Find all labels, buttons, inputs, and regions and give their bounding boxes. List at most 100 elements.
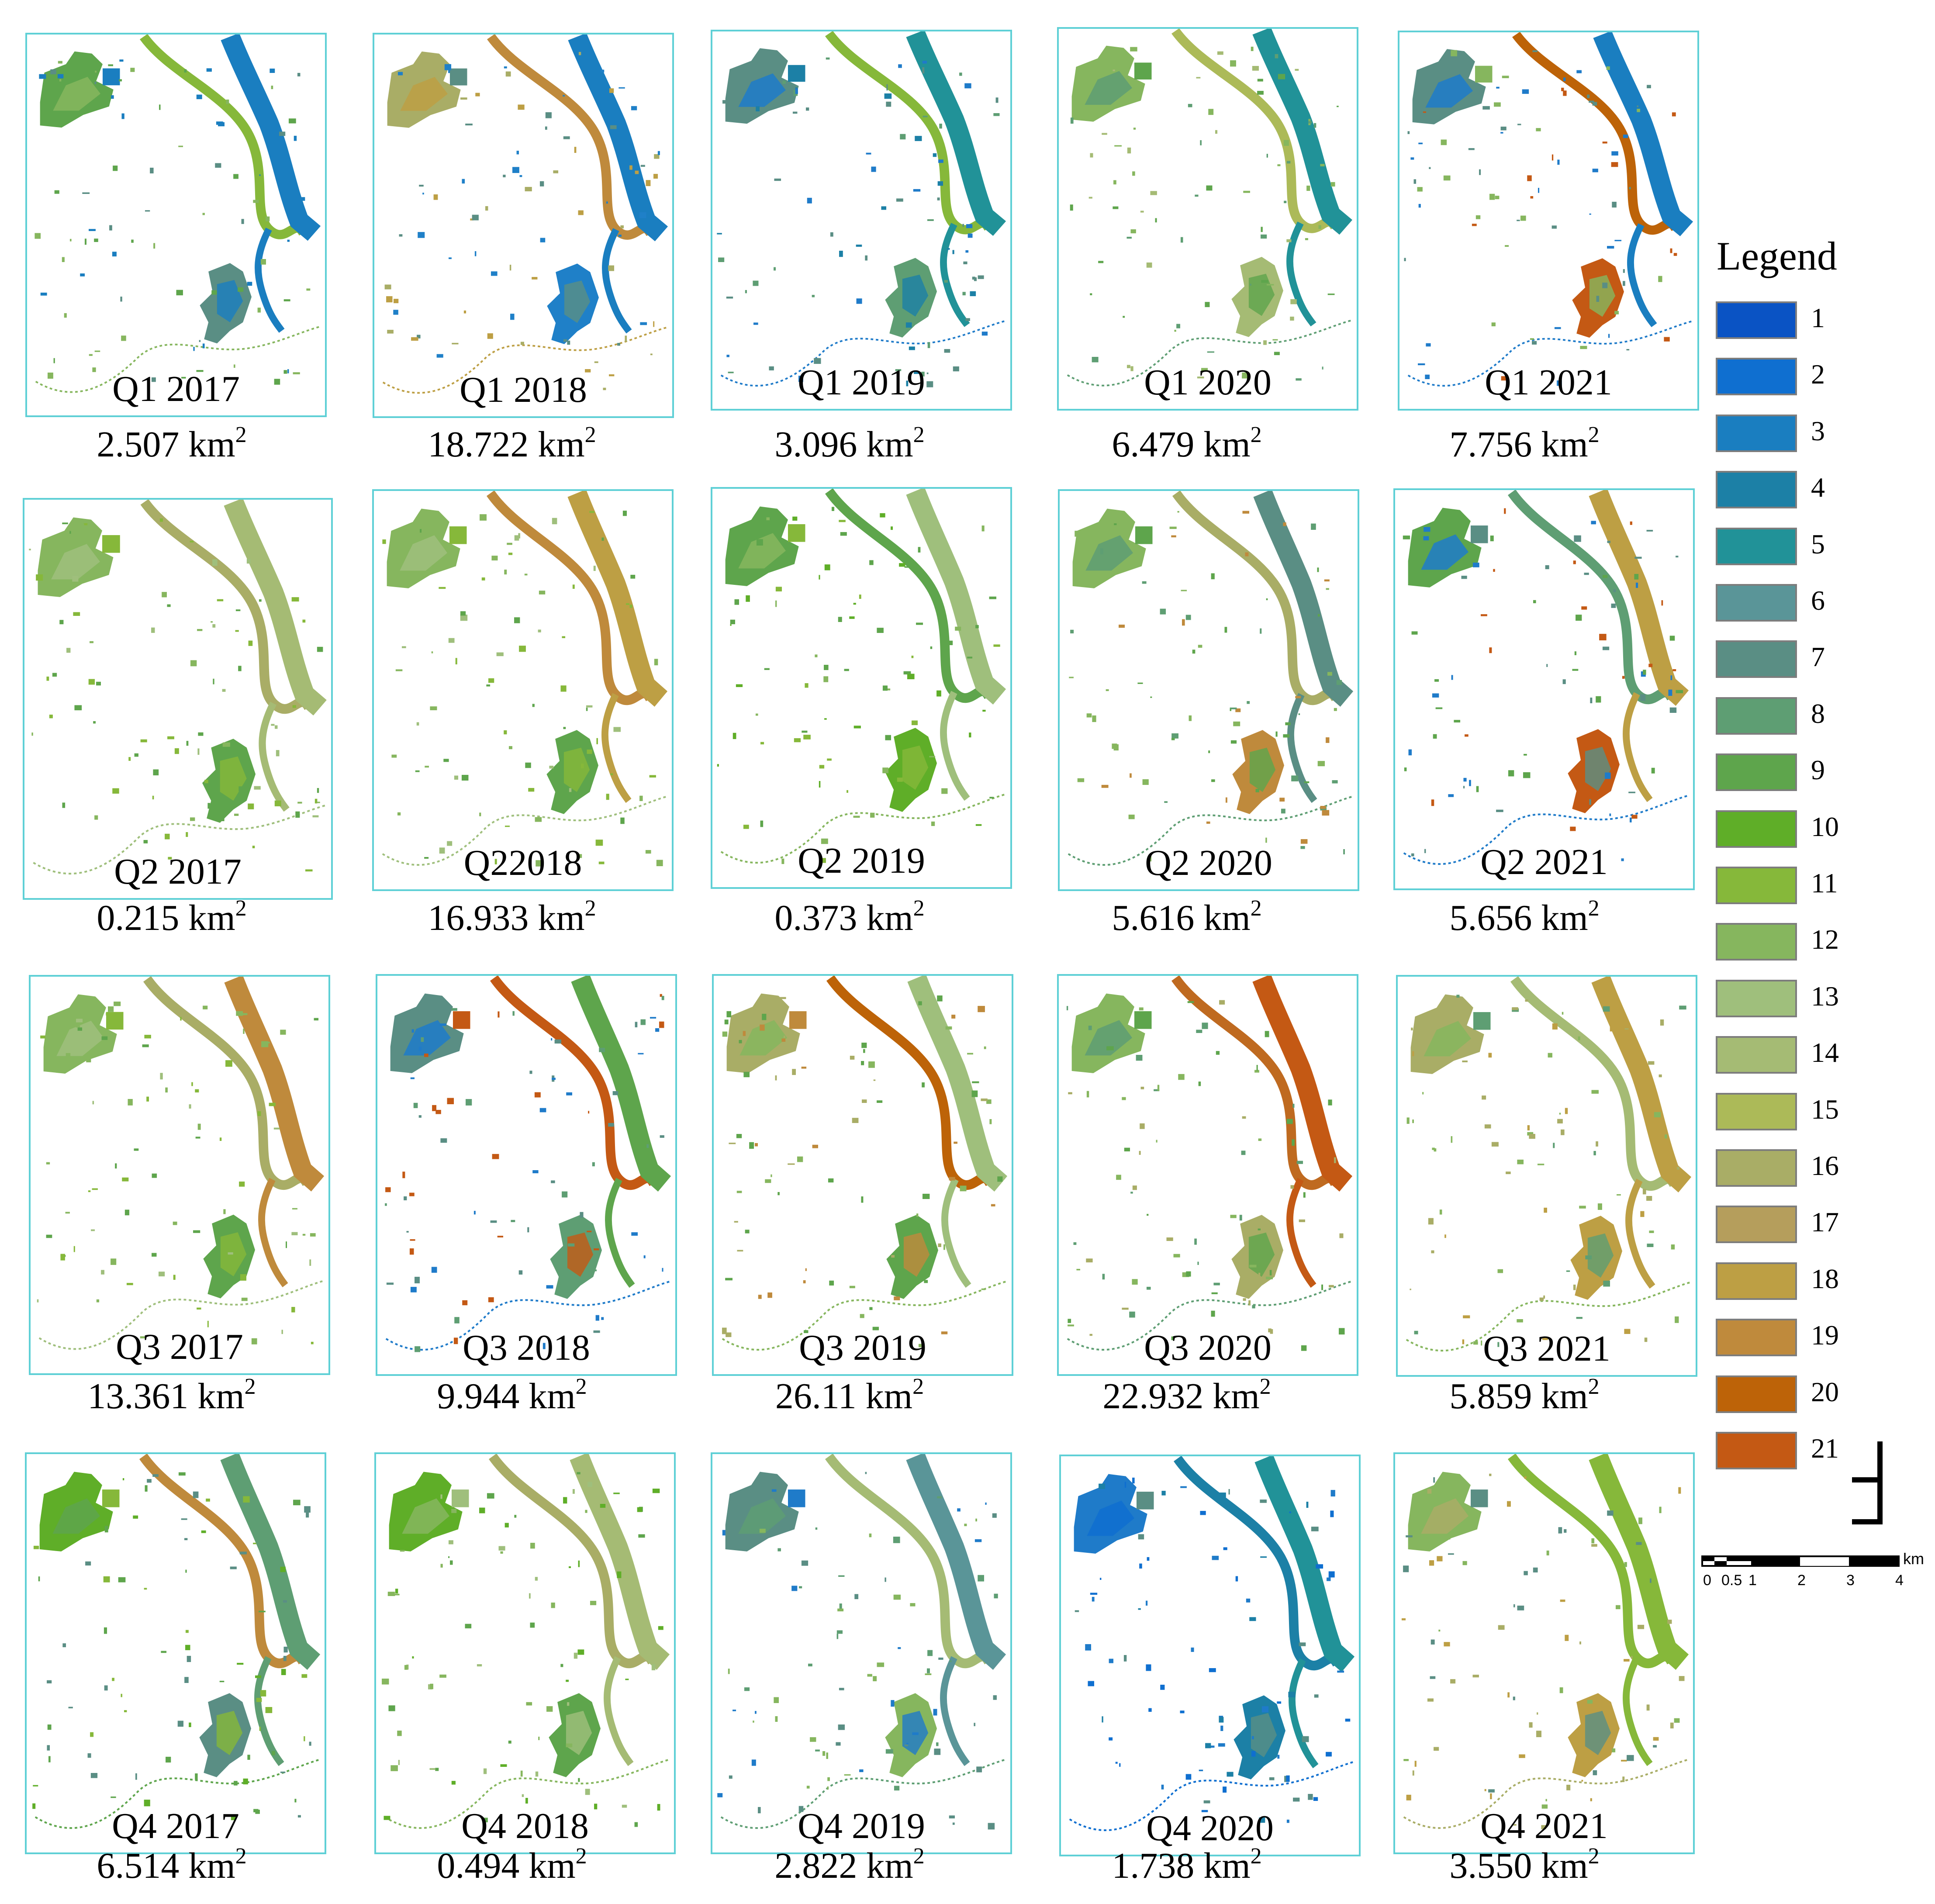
- area-value: 3.096 km2: [697, 424, 1002, 463]
- legend-label: 10: [1811, 811, 1839, 842]
- map-panel: Q1 2019: [711, 30, 1012, 411]
- area-text: 26.11 km: [775, 1376, 913, 1417]
- legend-swatch: [1716, 867, 1797, 904]
- area-text: 0.494 km: [437, 1845, 576, 1886]
- legend-label: 17: [1811, 1206, 1839, 1237]
- map-image: [1068, 491, 1354, 866]
- legend-item: 16: [1716, 1149, 1847, 1197]
- legend-label: 18: [1811, 1263, 1839, 1294]
- area-value: 5.859 km2: [1372, 1374, 1677, 1415]
- area-text: 1.738 km: [1112, 1845, 1251, 1886]
- area-text: 9.944 km: [437, 1376, 576, 1417]
- area-unit-exponent: 2: [1588, 896, 1600, 921]
- area-value: 0.373 km2: [697, 896, 1002, 936]
- legend-swatch: [1716, 1206, 1797, 1243]
- map-image: [717, 1454, 1006, 1830]
- legend-label: 16: [1811, 1150, 1839, 1181]
- map-panel: Q3 2020: [1057, 974, 1358, 1376]
- panel-label: Q2 2017: [114, 851, 242, 892]
- legend-item: 3: [1716, 415, 1847, 463]
- map-image: [382, 1454, 670, 1829]
- legend-item: 18: [1716, 1262, 1847, 1310]
- area-text: 2.822 km: [774, 1845, 913, 1886]
- legend-label: 21: [1811, 1433, 1839, 1464]
- map-panel: Q4 2018: [374, 1452, 676, 1854]
- legend-label: 15: [1811, 1094, 1839, 1125]
- map-panel: Q1 2021: [1398, 31, 1699, 411]
- area-value: 6.479 km2: [1034, 422, 1340, 465]
- legend-item: 9: [1716, 753, 1847, 802]
- legend-label: 13: [1811, 981, 1839, 1012]
- panel-label: Q4 2020: [1146, 1808, 1274, 1849]
- legend-item: 19: [1716, 1319, 1847, 1367]
- area-unit-exponent: 2: [235, 1844, 247, 1869]
- area-unit-exponent: 2: [584, 896, 596, 921]
- panel-label: Q3 2021: [1483, 1328, 1610, 1369]
- legend-swatch: [1716, 923, 1797, 961]
- map-panel: Q4 2017: [25, 1452, 326, 1854]
- area-text: 3.550 km: [1449, 1845, 1588, 1886]
- legend-label: 2: [1811, 359, 1825, 390]
- map-image: [1404, 32, 1693, 387]
- legend-swatch: [1716, 1375, 1797, 1413]
- map-panel: Q4 2020: [1059, 1455, 1361, 1856]
- area-unit-exponent: 2: [1588, 1374, 1600, 1399]
- legend-item: 14: [1716, 1036, 1847, 1084]
- panel-label: Q1 2017: [112, 369, 240, 409]
- panel-label: Q4 2021: [1480, 1806, 1608, 1846]
- legend-label: 6: [1811, 585, 1825, 616]
- area-text: 22.932 km: [1102, 1376, 1260, 1417]
- area-unit-exponent: 2: [235, 896, 247, 921]
- panel-label: Q1 2018: [460, 370, 587, 410]
- legend-swatch: [1716, 697, 1797, 735]
- map-panel: Q2 2021: [1393, 488, 1695, 890]
- legend-swatch: [1716, 528, 1797, 565]
- area-unit-exponent: 2: [584, 422, 596, 447]
- legend-swatch: [1716, 471, 1797, 508]
- area-text: 5.656 km: [1449, 898, 1588, 938]
- legend-item: 5: [1716, 528, 1847, 576]
- scale-tick-label: 3: [1846, 1572, 1855, 1589]
- map-image: [1403, 490, 1689, 865]
- area-value: 16.933 km2: [359, 896, 665, 938]
- legend-item: 15: [1716, 1093, 1847, 1141]
- legend-label: 19: [1811, 1320, 1839, 1351]
- panel-label: Q2 2020: [1145, 843, 1272, 883]
- map-panel: Q2 2019: [711, 487, 1012, 889]
- legend-item: 4: [1716, 471, 1847, 519]
- panel-label: Q1 2020: [1144, 362, 1272, 403]
- map-panel: Q3 2021: [1396, 975, 1697, 1377]
- legend-swatch: [1716, 1093, 1797, 1130]
- legend-item: 17: [1716, 1206, 1847, 1254]
- area-value: 2.822 km2: [697, 1844, 1002, 1886]
- legend-label: 7: [1811, 641, 1825, 672]
- legend-swatch: [1716, 301, 1797, 339]
- legend-swatch: [1716, 753, 1797, 791]
- legend-label: 20: [1811, 1376, 1839, 1407]
- area-text: 6.479 km: [1112, 424, 1251, 465]
- area-value: 0.494 km2: [359, 1845, 665, 1886]
- area-value: 7.756 km2: [1372, 424, 1677, 463]
- panel-label: Q22018: [463, 843, 582, 883]
- legend-swatch: [1716, 1036, 1797, 1074]
- north-arrow-icon: [1852, 1441, 1883, 1524]
- area-text: 16.933 km: [428, 898, 585, 938]
- area-unit-exponent: 2: [1250, 422, 1262, 447]
- area-value: 2.507 km2: [19, 422, 325, 463]
- area-unit-exponent: 2: [913, 896, 925, 921]
- legend-label: 11: [1811, 867, 1838, 898]
- map-panel: Q3 2019: [712, 974, 1013, 1376]
- area-value: 18.722 km2: [359, 422, 665, 463]
- legend-item: 10: [1716, 810, 1847, 858]
- panel-label: Q4 2017: [112, 1806, 239, 1846]
- area-unit-exponent: 2: [1250, 1844, 1262, 1869]
- map-image: [382, 491, 668, 867]
- area-unit-exponent: 2: [913, 1844, 925, 1869]
- legend-swatch: [1716, 810, 1797, 848]
- area-unit-exponent: 2: [235, 422, 247, 447]
- legend-label: 8: [1811, 698, 1825, 729]
- scale-tick-label: 2: [1797, 1572, 1806, 1589]
- area-value: 9.944 km2: [359, 1375, 665, 1417]
- map-panel: Q4 2019: [711, 1452, 1012, 1854]
